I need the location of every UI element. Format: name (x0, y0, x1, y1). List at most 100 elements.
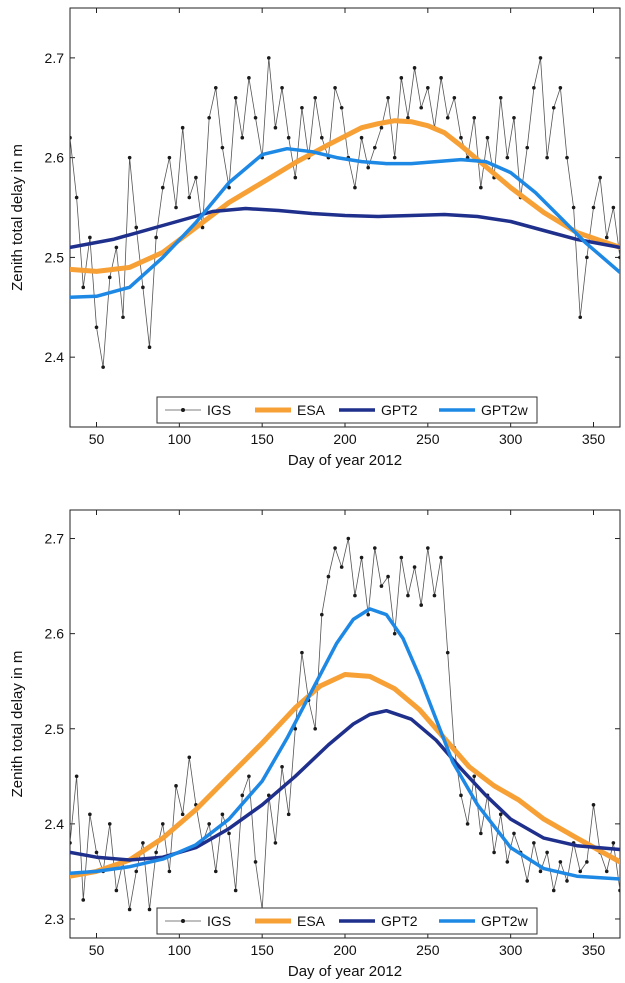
data-point-igs (611, 841, 616, 845)
data-point-igs (598, 175, 602, 180)
data-point-igs (459, 793, 463, 798)
data-point-igs (167, 869, 172, 874)
y-axis-label: Zenith total delay in m (9, 144, 26, 291)
series-line-esa (70, 672, 620, 879)
data-point-igs (353, 593, 357, 598)
legend-item-gpt2w: GPT2w (439, 402, 529, 418)
data-point-igs (399, 76, 404, 80)
data-point-igs (386, 95, 390, 100)
data-point-igs (154, 235, 158, 240)
data-point-igs (585, 255, 589, 260)
data-point-igs (346, 536, 351, 541)
data-point-igs (399, 555, 404, 560)
data-point-igs (445, 115, 450, 120)
data-point-igs (353, 185, 357, 190)
data-point-igs (591, 205, 596, 210)
data-point-igs (432, 593, 437, 598)
data-point-igs (286, 135, 291, 140)
legend-label: GPT2 (381, 913, 418, 929)
data-point-igs (604, 869, 609, 874)
data-point-igs (618, 255, 620, 260)
data-point-igs (538, 869, 543, 874)
legend-label: IGS (207, 913, 231, 929)
legend: IGS ESA GPT2 GPT2w (156, 396, 538, 424)
data-point-igs (233, 95, 238, 100)
data-point-igs (220, 812, 225, 817)
x-tick-label: 200 (333, 431, 357, 447)
data-point-igs (326, 574, 331, 579)
data-point-igs (273, 841, 278, 845)
data-point-igs (386, 574, 390, 579)
data-point-igs (81, 898, 86, 902)
y-axis-label: Zenith total delay in m (9, 651, 26, 798)
data-point-igs (419, 105, 424, 110)
data-point-igs (333, 86, 337, 90)
legend-label: GPT2w (481, 402, 529, 418)
data-point-igs (571, 205, 576, 210)
data-point-igs (70, 135, 72, 140)
data-point-igs (127, 155, 132, 160)
data-point-igs (70, 841, 72, 845)
data-point-igs (479, 831, 483, 836)
legend-item-gpt2: GPT2 (339, 402, 418, 418)
data-point-igs (300, 650, 304, 655)
y-tick-label: 2.7 (45, 531, 65, 547)
legend-item-igs: IGS (165, 402, 231, 418)
data-point-igs (452, 95, 457, 100)
data-point-igs (412, 565, 417, 569)
axes-frame (69, 509, 621, 939)
x-tick-label: 150 (250, 942, 274, 958)
legend-item-gpt2w: GPT2w (439, 913, 529, 929)
data-point-igs (565, 879, 569, 883)
data-point-igs (266, 56, 271, 60)
legend-item-igs: IGS (165, 913, 231, 929)
legend-label: GPT2 (381, 402, 418, 418)
data-point-igs (545, 155, 549, 160)
legend-item-esa: ESA (255, 402, 326, 418)
data-point-igs (551, 888, 556, 893)
legend-label: GPT2w (481, 913, 529, 929)
data-point-igs (485, 135, 490, 140)
data-point-igs (154, 850, 158, 855)
data-point-igs (134, 869, 139, 874)
data-point-igs (94, 325, 99, 330)
y-tick-label: 2.6 (45, 626, 65, 642)
data-point-igs (160, 185, 165, 190)
data-point-igs (611, 205, 616, 210)
data-point-igs (293, 175, 298, 180)
legend-swatch-marker (181, 919, 185, 923)
data-point-igs (194, 175, 198, 180)
data-point-igs (220, 145, 225, 150)
y-tick-label: 2.7 (45, 50, 65, 66)
series-line-igs (70, 57, 620, 368)
data-point-igs (88, 812, 92, 817)
data-point-igs (253, 860, 258, 864)
data-point-igs (134, 225, 139, 230)
data-point-igs (167, 155, 172, 160)
data-point-igs (498, 95, 503, 100)
data-point-igs (392, 631, 397, 636)
data-point-igs (406, 593, 410, 598)
data-point-igs (379, 584, 384, 588)
data-point-igs (479, 185, 483, 190)
data-point-igs (419, 603, 424, 607)
data-point-igs (180, 812, 185, 817)
data-point-igs (81, 285, 86, 290)
data-point-igs (273, 125, 278, 130)
series-line-gpt2w (70, 146, 620, 300)
data-point-igs (498, 812, 503, 817)
data-point-igs (227, 831, 231, 836)
data-point-igs (313, 95, 317, 100)
y-tick-label: 2.3 (45, 911, 65, 927)
y-tick-label: 2.4 (45, 349, 65, 365)
data-point-igs (280, 86, 284, 90)
data-point-igs (280, 765, 284, 769)
data-point-igs (240, 135, 245, 140)
data-point-igs (366, 612, 370, 617)
data-point-igs (174, 205, 178, 210)
data-point-igs (578, 315, 583, 320)
data-point-igs (127, 907, 132, 912)
data-point-igs (114, 888, 119, 893)
data-point-igs (207, 115, 211, 120)
data-point-igs (551, 105, 556, 110)
